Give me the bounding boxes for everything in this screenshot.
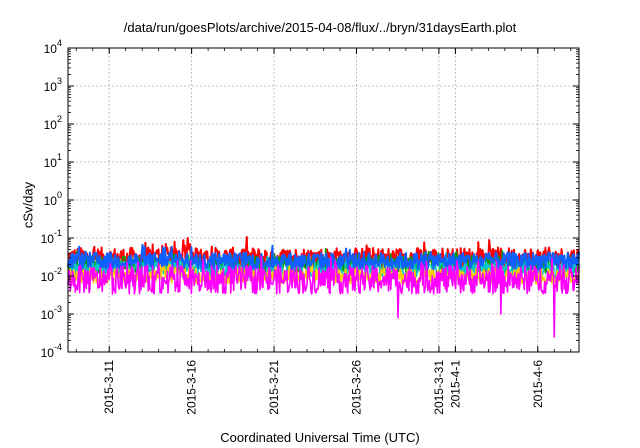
x-tick-label: 2015-4-6 bbox=[531, 360, 545, 408]
x-ticks: 2015-3-11 2015-3-16 2015-3-21 2015-3-26 2015… bbox=[75, 48, 572, 415]
x-tick-label: 2015-4-1 bbox=[448, 360, 462, 408]
y-tick-label: 10-4 bbox=[41, 342, 62, 360]
y-ticks: 10-4 10-3 10-2 10-1 100 101 102 103 104 bbox=[41, 38, 579, 360]
series-layer bbox=[67, 236, 580, 338]
grid bbox=[68, 48, 579, 352]
x-tick-label: 2015-3-11 bbox=[102, 360, 116, 414]
x-tick-label: 2015-3-16 bbox=[185, 360, 199, 415]
y-tick-label: 103 bbox=[44, 76, 62, 94]
y-tick-label: 10-3 bbox=[41, 304, 62, 322]
y-tick-label: 100 bbox=[44, 190, 62, 208]
y-tick-label: 10-2 bbox=[41, 266, 62, 284]
y-tick-label: 104 bbox=[44, 38, 62, 56]
x-axis-label: Coordinated Universal Time (UTC) bbox=[220, 430, 420, 445]
y-tick-label: 10-1 bbox=[41, 228, 62, 246]
series-line bbox=[67, 243, 580, 271]
y-tick-label: 102 bbox=[44, 114, 62, 132]
series-line bbox=[67, 255, 580, 338]
x-tick-label: 2015-3-21 bbox=[267, 360, 281, 415]
y-tick-label: 101 bbox=[44, 152, 62, 170]
x-tick-label: 2015-3-26 bbox=[349, 360, 363, 415]
x-tick-label: 2015-3-31 bbox=[432, 360, 446, 415]
chart-title: /data/run/goesPlots/archive/2015-04-08/f… bbox=[123, 20, 517, 35]
